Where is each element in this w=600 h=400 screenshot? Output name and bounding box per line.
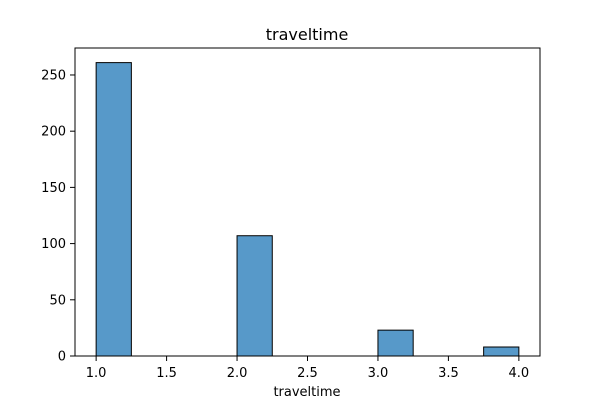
x-tick-label: 3.0 bbox=[368, 366, 389, 381]
histogram-bar bbox=[483, 346, 520, 357]
histogram-bar bbox=[236, 235, 273, 357]
histogram-bar bbox=[95, 62, 132, 357]
y-tick-label: 50 bbox=[49, 293, 66, 308]
x-tick-label: 3.5 bbox=[438, 366, 459, 381]
x-axis-ticks: 1.0 1.5 2.0 2.5 3.0 3.5 4.0 bbox=[86, 356, 529, 381]
x-tick-label: 1.0 bbox=[86, 366, 107, 381]
y-axis-ticks: 0 50 100 150 200 250 bbox=[41, 68, 75, 365]
x-tick-label: 4.0 bbox=[509, 366, 530, 381]
bars-group bbox=[95, 62, 520, 357]
y-tick-label: 250 bbox=[41, 68, 66, 83]
y-tick-label: 150 bbox=[41, 181, 66, 196]
x-tick-label: 2.5 bbox=[297, 366, 318, 381]
histogram-bar bbox=[377, 329, 414, 357]
y-tick-label: 200 bbox=[41, 125, 66, 140]
chart-title: traveltime bbox=[266, 25, 349, 44]
x-tick-label: 2.0 bbox=[227, 366, 248, 381]
x-tick-label: 1.5 bbox=[156, 366, 177, 381]
x-axis-label: traveltime bbox=[273, 385, 340, 400]
y-tick-label: 0 bbox=[58, 350, 66, 365]
plot-frame bbox=[74, 47, 541, 357]
y-tick-label: 100 bbox=[41, 237, 66, 252]
